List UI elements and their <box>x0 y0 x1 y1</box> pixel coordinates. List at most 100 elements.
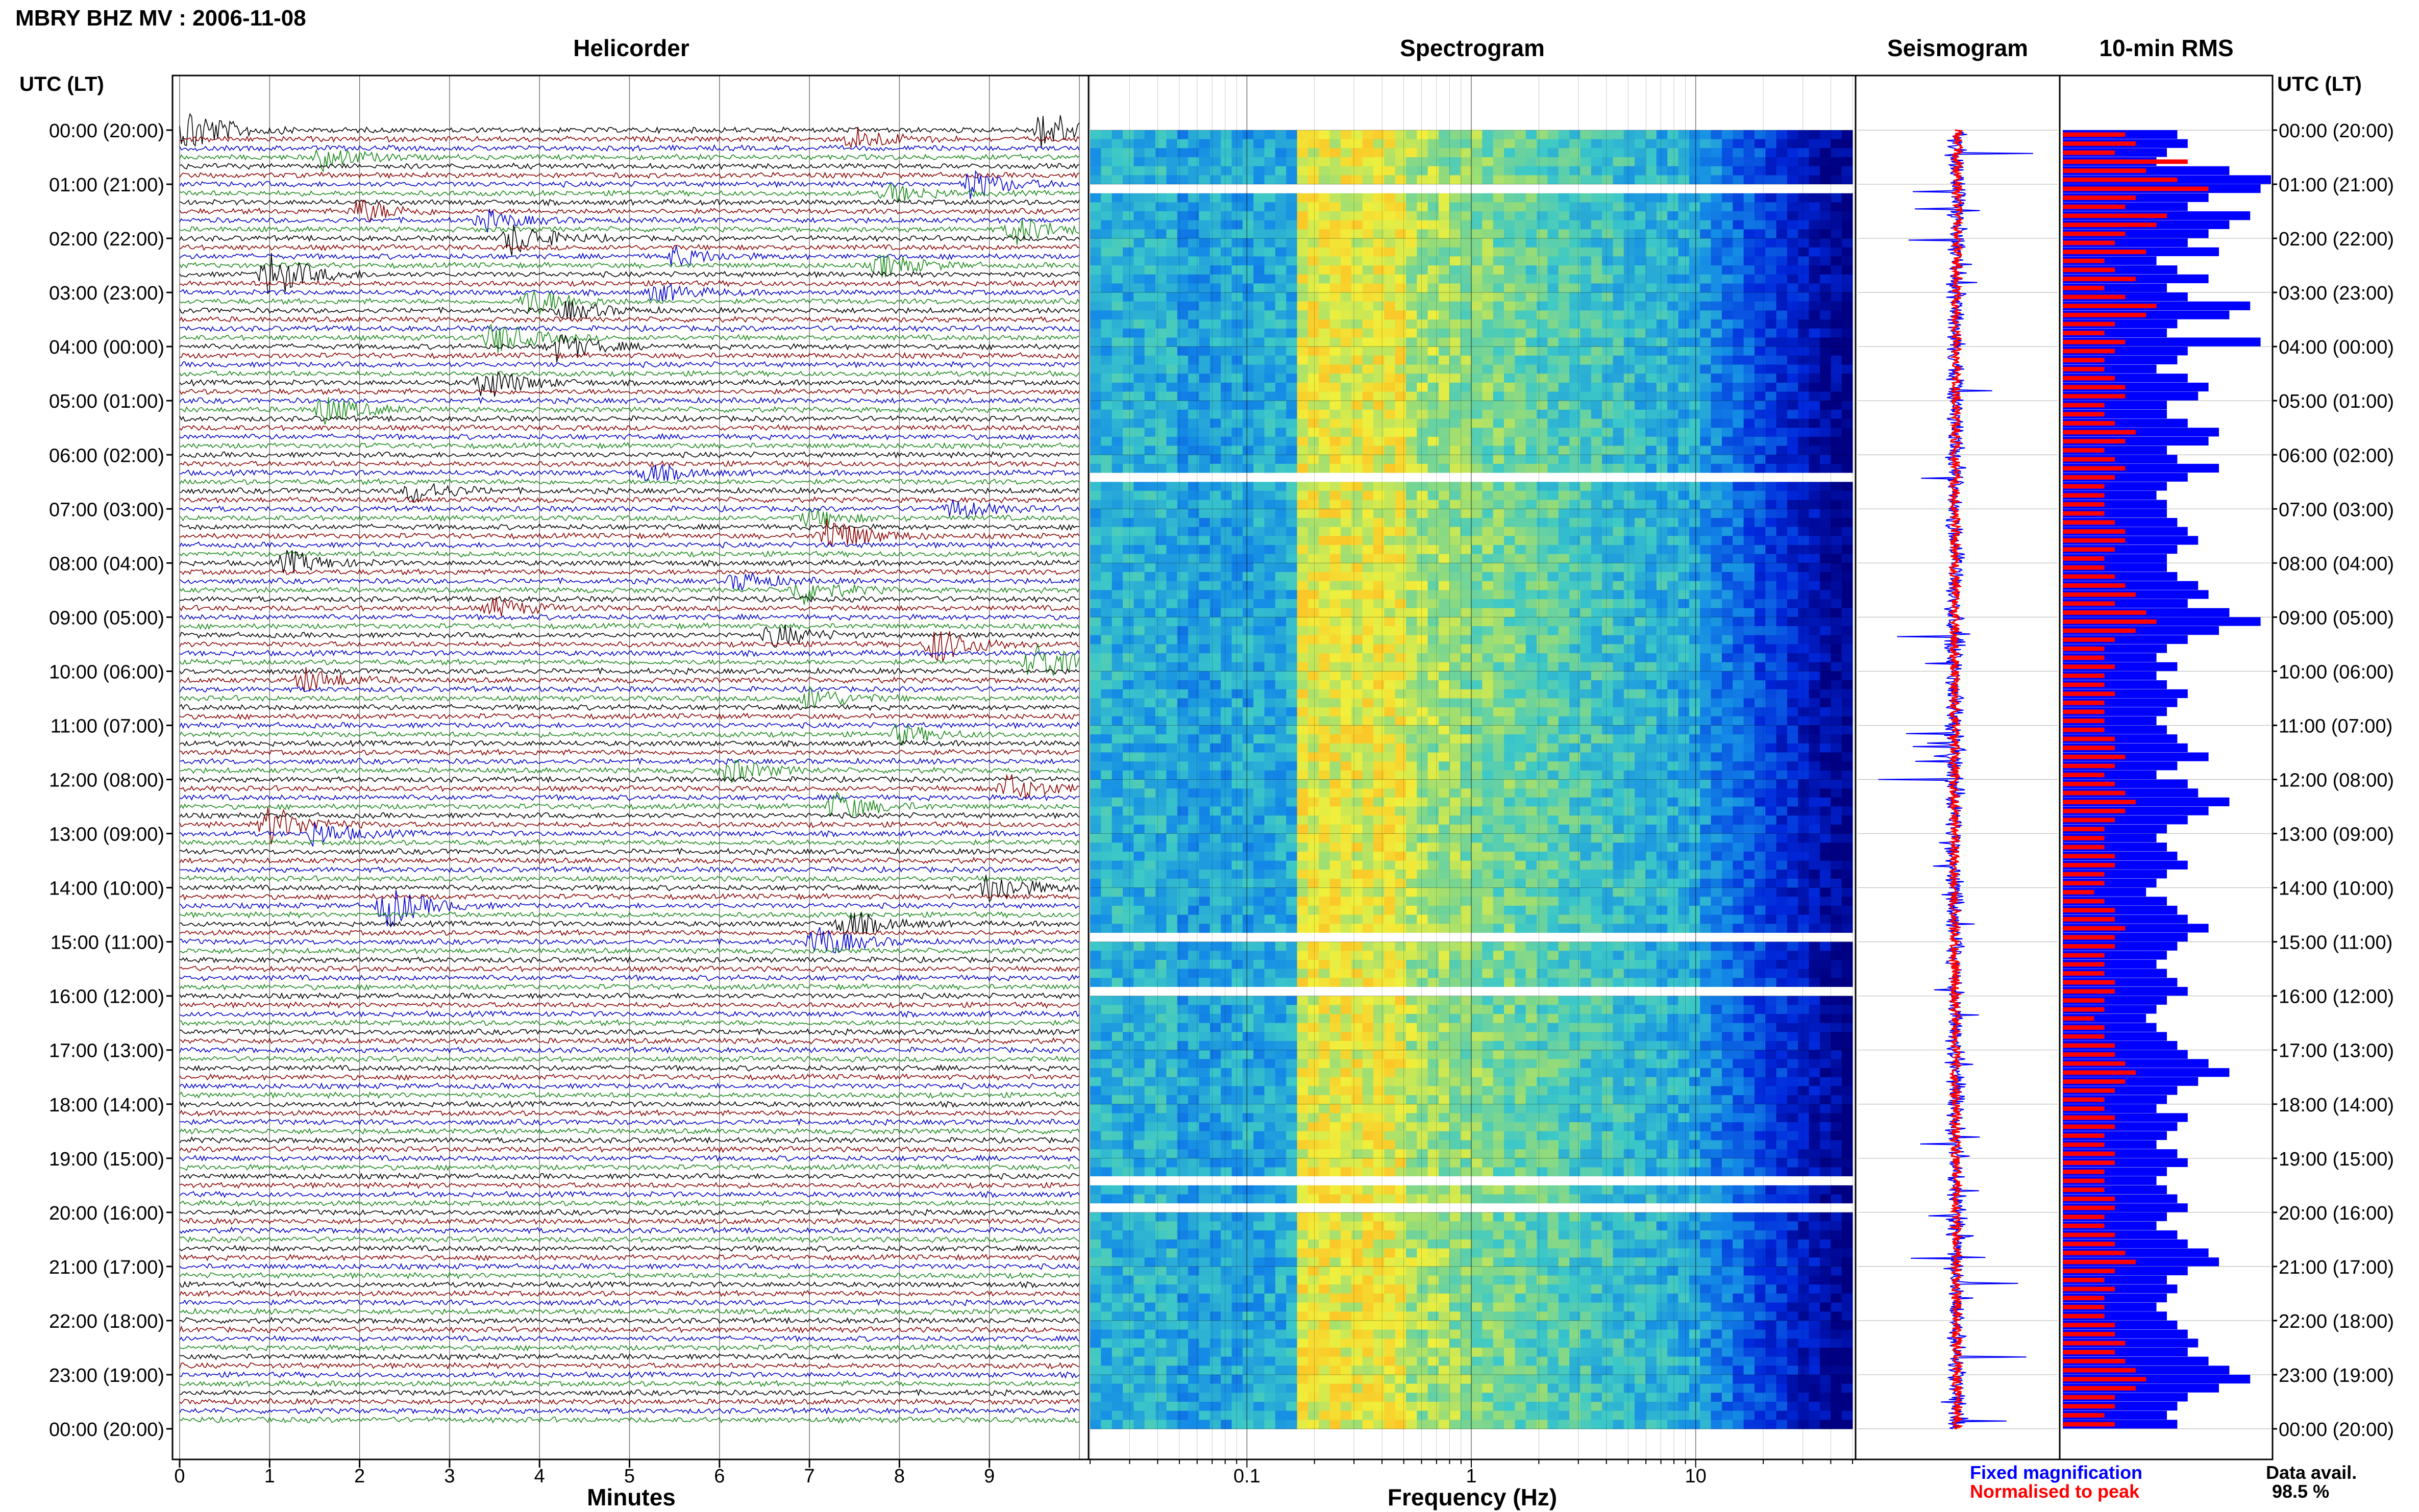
spectrogram-cell <box>1537 644 1548 654</box>
spectrogram-cell <box>1754 247 1766 257</box>
spectrogram-cell <box>1275 509 1287 518</box>
spectrogram-cell <box>1373 545 1385 555</box>
spectrogram-cell <box>1537 662 1548 672</box>
spectrogram-cell <box>1515 653 1526 663</box>
spectrogram-cell <box>1177 734 1189 744</box>
spectrogram-cell <box>1417 689 1428 699</box>
spectrogram-cell <box>1253 653 1265 663</box>
spectrogram-cell <box>1537 175 1548 185</box>
spectrogram-cell <box>1569 418 1581 428</box>
spectrogram-cell <box>1384 680 1396 690</box>
spectrogram-cell <box>1210 130 1221 140</box>
spectrogram-cell <box>1460 130 1472 140</box>
spectrogram-cell <box>1678 463 1690 474</box>
spectrogram-cell <box>1623 220 1635 230</box>
spectrogram-cell <box>1090 265 1101 275</box>
spectrogram-cell <box>1417 319 1428 329</box>
spectrogram-cell <box>1101 139 1113 148</box>
spectrogram-cell <box>1133 148 1145 158</box>
spectrogram-cell <box>1199 374 1211 383</box>
spectrogram-cell <box>1405 382 1417 392</box>
spectrogram-cell <box>1395 328 1406 338</box>
spectrogram-cell <box>1340 463 1352 474</box>
spectrogram-cell <box>1841 374 1853 383</box>
spectrogram-cell <box>1210 617 1221 627</box>
spectrogram-cell <box>1569 572 1581 582</box>
spectrogram-cell <box>1591 653 1602 663</box>
spectrogram-cell <box>1776 599 1788 609</box>
spectrogram-cell <box>1471 500 1483 509</box>
spectrogram-cell <box>1776 554 1788 563</box>
spectrogram-cell <box>1754 346 1766 356</box>
spectrogram-cell <box>1351 463 1363 474</box>
spectrogram-cell <box>1776 328 1788 338</box>
spectrogram-cell <box>1329 265 1341 275</box>
spectrogram-cell <box>1537 725 1548 735</box>
spectrogram-cell <box>1635 707 1646 717</box>
spectrogram-cell <box>1798 328 1810 338</box>
spectrogram-cell <box>1591 680 1602 690</box>
spectrogram-cell <box>1123 490 1134 501</box>
spectrogram-cell <box>1275 382 1287 392</box>
spectrogram-cell <box>1754 599 1766 609</box>
spectrogram-cell <box>1264 265 1276 275</box>
spectrogram-cell <box>1591 428 1602 437</box>
spectrogram-cell <box>1242 346 1254 356</box>
spectrogram-cell <box>1405 509 1417 518</box>
spectrogram-cell <box>1525 635 1537 645</box>
spectrogram-cell <box>1090 428 1101 437</box>
spectrogram-cell <box>1645 193 1657 203</box>
spectrogram-cell <box>1656 509 1668 518</box>
spectrogram-cell <box>1384 436 1396 447</box>
spectrogram-cell <box>1177 148 1189 158</box>
spectrogram-cell <box>1405 355 1417 365</box>
spectrogram-cell <box>1449 490 1461 501</box>
spectrogram-cell <box>1155 139 1167 148</box>
spectrogram-cell <box>1307 626 1319 636</box>
spectrogram-cell <box>1188 509 1199 518</box>
spectrogram-cell <box>1613 148 1624 158</box>
spectrogram-cell <box>1319 716 1330 726</box>
spectrogram-cell <box>1275 238 1287 248</box>
spectrogram-cell <box>1373 518 1385 528</box>
spectrogram-cell <box>1525 716 1537 726</box>
spectrogram-cell <box>1297 445 1309 455</box>
spectrogram-cell <box>1417 418 1428 428</box>
spectrogram-cell <box>1558 527 1570 536</box>
spectrogram-cell <box>1613 599 1624 609</box>
spectrogram-cell <box>1188 581 1199 590</box>
spectrogram-cell <box>1144 617 1156 627</box>
spectrogram-cell <box>1221 310 1232 320</box>
spectrogram-cell <box>1395 599 1406 609</box>
spectrogram-cell <box>1635 698 1646 708</box>
spectrogram-cell <box>1765 265 1777 275</box>
spectrogram-cell <box>1264 662 1276 672</box>
spectrogram-cell <box>1831 734 1842 744</box>
spectrogram-cell <box>1700 301 1712 311</box>
spectrogram-cell <box>1635 202 1646 212</box>
spectrogram-cell <box>1221 274 1232 284</box>
spectrogram-cell <box>1711 455 1722 464</box>
spectrogram-cell <box>1820 310 1831 320</box>
spectrogram-cell <box>1537 319 1548 329</box>
helicorder-trace <box>179 1262 1080 1270</box>
spectrogram-cell <box>1340 545 1352 555</box>
spectrogram-cell <box>1569 455 1581 464</box>
spectrogram-cell <box>1427 626 1439 636</box>
spectrogram-cell <box>1504 445 1515 455</box>
spectrogram-cell <box>1809 500 1820 509</box>
spectrogram-cell <box>1602 346 1613 356</box>
helicorder-trace <box>179 1334 1080 1343</box>
spectrogram-cell <box>1635 725 1646 735</box>
spectrogram-cell <box>1395 148 1406 158</box>
spectrogram-cell <box>1090 707 1101 717</box>
spectrogram-cell <box>1515 707 1526 717</box>
spectrogram-cell <box>1319 463 1330 474</box>
spectrogram-cell <box>1689 509 1700 518</box>
spectrogram-cell <box>1166 409 1178 419</box>
spectrogram-cell <box>1166 644 1178 654</box>
spectrogram-cell <box>1329 490 1341 501</box>
spectrogram-cell <box>1264 436 1276 447</box>
spectrogram-cell <box>1841 355 1853 365</box>
spectrogram-cell <box>1525 202 1537 212</box>
